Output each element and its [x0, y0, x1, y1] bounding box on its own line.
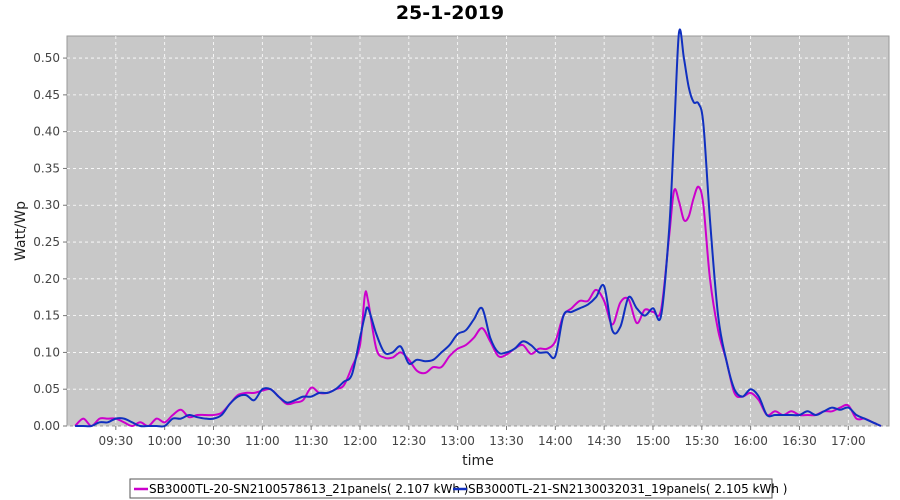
x-axis-title: time — [462, 453, 494, 469]
x-tick-label: 10:30 — [196, 434, 231, 448]
legend-label-inverter-1: SB3000TL-20-SN2100578613_21panels( 2.107… — [149, 482, 468, 496]
y-tick-label: 0.15 — [33, 309, 60, 323]
y-tick-label: 0.20 — [33, 272, 60, 286]
y-tick-label: 0.45 — [33, 88, 60, 102]
legend-box — [129, 478, 773, 499]
y-tick-label: 0.00 — [33, 419, 60, 433]
y-tick-label: 0.35 — [33, 161, 60, 175]
y-tick-label: 0.30 — [33, 198, 60, 212]
x-tick-label: 13:00 — [440, 434, 475, 448]
plot-area — [66, 35, 890, 427]
x-tick-label: 12:00 — [343, 434, 378, 448]
y-axis-title: Watt/Wp — [13, 201, 29, 261]
x-tick-label: 09:30 — [99, 434, 134, 448]
y-tick-label: 0.40 — [33, 125, 60, 139]
x-tick-label: 15:00 — [636, 434, 671, 448]
legend-label-inverter-2: SB3000TL-21-SN2130032031_19panels( 2.105… — [468, 482, 787, 496]
x-tick-label: 10:00 — [147, 434, 182, 448]
chart-title: 25-1-2019 — [395, 2, 505, 24]
series-layer — [74, 28, 882, 428]
y-tick-label: 0.10 — [33, 345, 60, 359]
x-tick-label: 17:00 — [831, 434, 866, 448]
x-tick-label: 16:30 — [782, 434, 817, 448]
x-tick-label: 11:30 — [294, 434, 329, 448]
series-line-inverter-2 — [75, 28, 882, 428]
x-tick-label: 14:30 — [587, 434, 622, 448]
legend: SB3000TL-20-SN2100578613_21panels( 2.107… — [129, 478, 787, 499]
x-tick-label: 14:00 — [538, 434, 573, 448]
x-tick-label: 13:30 — [489, 434, 524, 448]
y-tick-label: 0.25 — [33, 235, 60, 249]
y-tick-label: 0.50 — [33, 51, 60, 65]
y-tick-label: 0.05 — [33, 382, 60, 396]
x-tick-label: 11:00 — [245, 434, 280, 448]
x-tick-label: 16:00 — [733, 434, 768, 448]
x-tick-label: 15:30 — [685, 434, 720, 448]
tick-layer: 0.00 0.05 0.10 0.15 0.20 0.25 0.30 0.35 0.40 0.45… — [33, 51, 865, 448]
grid-layer — [67, 36, 889, 427]
x-tick-label: 12:30 — [392, 434, 427, 448]
